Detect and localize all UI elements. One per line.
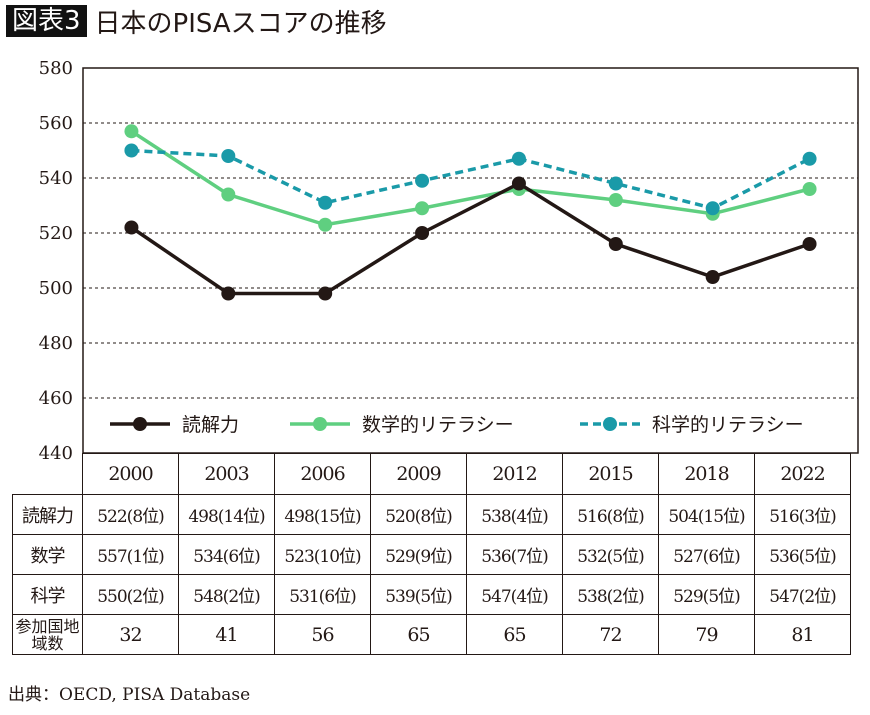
data-point — [802, 237, 817, 251]
table-row: 数学 557(1位) 534(6位) 523(10位) 529(9位) 536(7位) 53… — [12, 534, 851, 575]
year-header: 2015 — [562, 453, 659, 495]
data-point — [705, 270, 720, 284]
table-cell: 529(9位) — [370, 534, 467, 575]
table-cell: 531(6位) — [274, 574, 371, 615]
table-cell: 523(10位) — [274, 534, 371, 575]
data-point — [608, 237, 623, 251]
table-cell: 539(5位) — [370, 574, 467, 615]
table-row: 科学 550(2位) 548(2位) 531(6位) 539(5位) 547(4位) 538… — [12, 574, 851, 615]
y-tick-label: 540 — [39, 168, 73, 189]
series-line — [130, 129, 810, 227]
table-cell: 498(14位) — [178, 494, 275, 535]
table-cell: 41 — [178, 614, 275, 655]
table-cell: 536(7位) — [466, 534, 563, 575]
table-cell: 516(8位) — [562, 494, 659, 535]
data-point — [415, 201, 430, 216]
table-cell: 557(1位) — [82, 534, 179, 575]
table-cell: 56 — [274, 614, 371, 655]
table-cell: 79 — [658, 614, 755, 655]
series-line — [131, 148, 811, 211]
legend-background — [95, 405, 840, 443]
data-point — [221, 149, 236, 163]
data-point — [318, 286, 333, 301]
data-point — [221, 286, 236, 301]
legend-label: 数学的リテラシー — [362, 414, 514, 436]
table-row: 読解力 522(8位) 498(14位) 498(15位) 520(8位) 538(4位)… — [12, 494, 851, 535]
year-header: 2022 — [754, 453, 851, 495]
table-cell: 538(4位) — [466, 494, 563, 535]
data-point — [124, 124, 139, 139]
table-cell: 532(5位) — [562, 534, 659, 575]
year-header: 2003 — [178, 453, 275, 495]
table-cell: 498(15位) — [274, 494, 371, 535]
data-point — [124, 143, 139, 158]
series-line — [130, 181, 811, 296]
row-label: 数学 — [12, 534, 83, 575]
table-cell: 65 — [370, 614, 467, 655]
chart-title: 図表3 日本のPISAスコアの推移 — [6, 4, 387, 39]
table-cell: 516(3位) — [754, 494, 851, 535]
legend-marker — [313, 417, 327, 431]
table-cell: 529(5位) — [658, 574, 755, 615]
year-header: 2009 — [370, 453, 467, 495]
row-label: 科学 — [12, 574, 83, 615]
y-tick-label: 460 — [39, 388, 73, 409]
y-tick-label: 560 — [39, 113, 73, 134]
data-point — [415, 173, 430, 188]
table-cell: 547(4位) — [466, 574, 563, 615]
blank-cell — [12, 453, 83, 495]
table-cell: 72 — [562, 614, 659, 655]
year-header: 2018 — [658, 453, 755, 495]
table-cell: 520(8位) — [370, 494, 467, 535]
row-label: 参加国地域数 — [12, 614, 83, 655]
y-tick-label: 520 — [39, 223, 73, 244]
data-point — [802, 182, 817, 196]
data-point — [124, 220, 139, 235]
data-point — [318, 217, 333, 232]
y-tick-label: 580 — [39, 58, 73, 79]
year-header: 2012 — [466, 453, 563, 495]
data-point — [511, 151, 526, 166]
table-cell: 550(2位) — [82, 574, 179, 615]
row-label: 読解力 — [12, 494, 83, 535]
table-row: 参加国地域数 32 41 56 65 65 72 79 81 — [12, 614, 851, 655]
title-text: 日本のPISAスコアの推移 — [94, 8, 387, 39]
table-cell: 534(6位) — [178, 534, 275, 575]
data-point — [415, 226, 430, 240]
table-cell: 527(6位) — [658, 534, 755, 575]
table-cell: 548(2位) — [178, 574, 275, 615]
table-cell: 504(15位) — [658, 494, 755, 535]
table-cell: 522(8位) — [82, 494, 179, 535]
data-point — [511, 176, 526, 191]
data-point — [221, 187, 236, 202]
data-table: 2000 2003 2006 2009 2012 2015 2018 2022 読解力 522(… — [12, 453, 851, 655]
legend-label: 科学的リテラシー — [652, 414, 804, 436]
plot-frame — [82, 67, 859, 454]
table-cell: 538(2位) — [562, 574, 659, 615]
year-header: 2000 — [82, 453, 179, 495]
year-header: 2006 — [274, 453, 371, 495]
figure-badge: 図表3 — [6, 5, 87, 37]
legend-marker — [603, 417, 617, 431]
data-point — [608, 193, 623, 207]
table-cell: 81 — [754, 614, 851, 655]
table-cell: 32 — [82, 614, 179, 655]
year-header-row: 2000 2003 2006 2009 2012 2015 2018 2022 — [12, 453, 851, 495]
data-point — [802, 151, 817, 166]
data-point — [705, 201, 720, 216]
legend-marker — [133, 417, 147, 431]
table-cell: 536(5位) — [754, 534, 851, 575]
data-point — [318, 195, 333, 210]
y-tick-label: 480 — [39, 333, 73, 354]
table-cell: 547(2位) — [754, 574, 851, 615]
y-tick-label: 500 — [39, 278, 73, 299]
table-cell: 65 — [466, 614, 563, 655]
data-point — [608, 176, 623, 191]
legend-label: 読解力 — [182, 414, 239, 436]
source-note: 出典：OECD, PISA Database — [8, 685, 251, 705]
